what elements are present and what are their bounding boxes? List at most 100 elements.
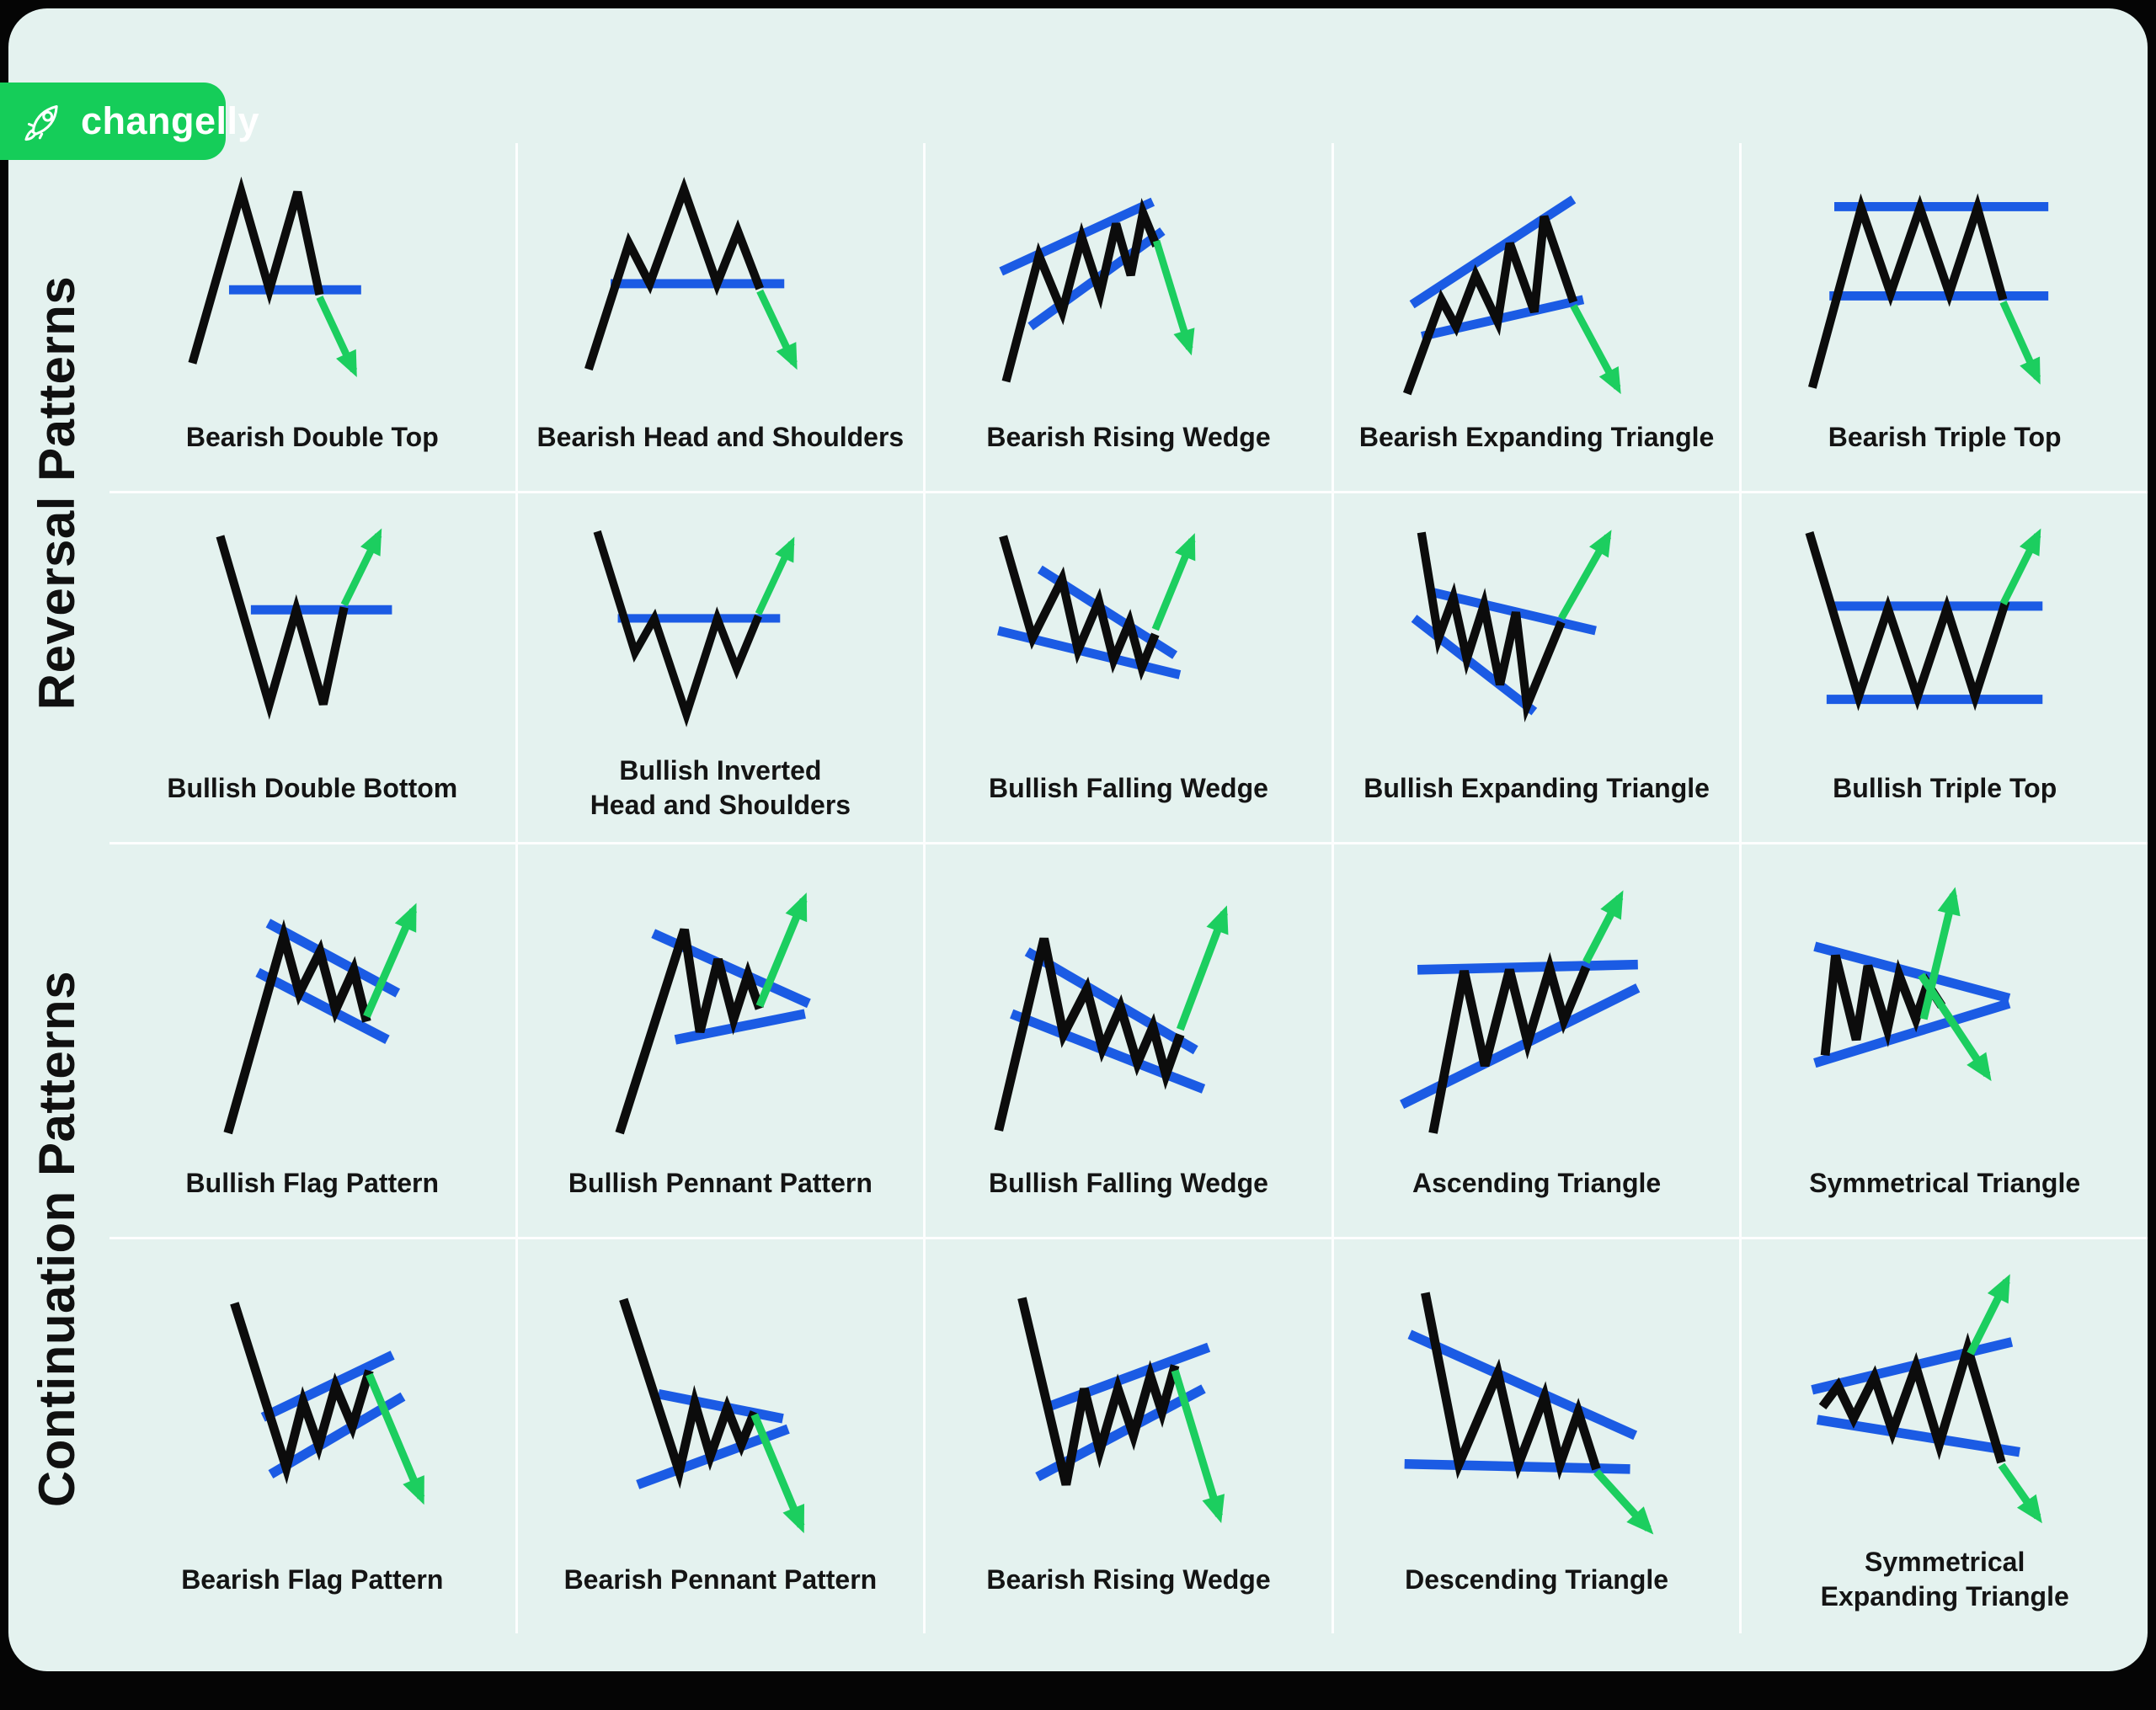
- pattern-label: Bullish Expanding Triangle: [1364, 773, 1710, 803]
- price-line: [1428, 951, 1591, 1134]
- pattern-label: Symmetrical Expanding Triangle: [1820, 1546, 2069, 1612]
- bullish-triple-top-diagram: [1742, 493, 2148, 771]
- bearish-rising-wedge-diagram: [926, 1239, 1331, 1563]
- section-continuation: Continuation Patterns: [5, 844, 109, 1633]
- section-label-continuation: Continuation Patterns: [29, 970, 86, 1508]
- price-line: [188, 176, 324, 365]
- pattern-cell-bullish-inverted-head-and-shoulders: Bullish Inverted Head and Shoulders: [517, 493, 924, 842]
- symmetrical-triangle-diagram: [1742, 844, 2148, 1166]
- changelly-logo: changelly: [0, 83, 259, 160]
- pattern-label: Bearish Flag Pattern: [181, 1564, 444, 1595]
- pattern-label: Descending Triangle: [1405, 1564, 1669, 1595]
- pattern-label: Bearish Triple Top: [1828, 422, 2062, 452]
- lower-trendline: [1813, 999, 2011, 1068]
- pattern-cell-bearish-expanding-triangle: Bearish Expanding Triangle: [1333, 143, 1740, 491]
- pattern-label: Bullish Triple Top: [1833, 773, 2057, 803]
- bearish-head-and-shoulders-diagram: [518, 143, 924, 420]
- price-line: [1821, 954, 1946, 1056]
- ascending-triangle-diagram: [1334, 844, 1740, 1166]
- symmetrical-expanding-triangle-chart: [1811, 1274, 2043, 1524]
- price-line: [593, 530, 762, 727]
- pattern-cell-bullish-triple-top: Bullish Triple Top: [1742, 493, 2148, 842]
- section-label-reversal: Reversal Patterns: [29, 275, 86, 710]
- pattern-label: Bearish Rising Wedge: [986, 1564, 1271, 1595]
- breakout-arrow-up: [755, 892, 808, 1008]
- upper-trendline: [1409, 195, 1577, 309]
- bullish-pennant-chart: [615, 892, 811, 1135]
- pattern-cell-bearish-triple-top: Bearish Triple Top: [1742, 143, 2148, 491]
- upper-trendline: [1025, 947, 1198, 1055]
- price-line: [584, 177, 764, 371]
- bullish-pennant-diagram: [518, 844, 924, 1166]
- breakout-arrow-down: [1153, 240, 1195, 356]
- falling-resistance-trendline: [1407, 1329, 1637, 1441]
- breakout-arrow-down: [1999, 1462, 2043, 1524]
- bearish-triple-top-diagram: [1742, 143, 2148, 420]
- bullish-falling-wedge-chart: [997, 533, 1196, 681]
- bearish-pennant-diagram: [518, 1239, 924, 1563]
- pattern-cell-symmetrical-triangle: Symmetrical Triangle: [1742, 844, 2148, 1237]
- symmetrical-triangle-chart: [1813, 887, 2011, 1082]
- bearish-head-and-shoulders-chart: [584, 177, 798, 371]
- pattern-cell-bearish-pennant: Bearish Pennant Pattern: [517, 1239, 924, 1633]
- breakout-arrow-down: [1593, 1468, 1654, 1535]
- breakout-arrow-down: [1570, 304, 1621, 395]
- pattern-label: Bullish Double Bottom: [167, 773, 458, 803]
- lower-trendline: [1010, 1009, 1206, 1094]
- price-line: [230, 1302, 374, 1484]
- pattern-label: Bullish Falling Wedge: [989, 773, 1268, 803]
- bullish-expanding-triangle-diagram: [1334, 493, 1740, 771]
- bearish-rising-wedge-chart: [999, 197, 1195, 383]
- bullish-double-bottom-chart: [216, 528, 392, 721]
- bearish-triple-top-chart: [1808, 193, 2049, 390]
- pattern-label: Bearish Rising Wedge: [986, 422, 1271, 452]
- upper-trendline: [1813, 941, 2011, 1004]
- pattern-label: Bullish Falling Wedge: [989, 1168, 1268, 1198]
- breakout-arrow-up: [1582, 890, 1624, 964]
- price-line: [1808, 193, 2008, 390]
- pattern-label: Symmetrical Triangle: [1809, 1168, 2081, 1198]
- breakout-arrow-up: [2000, 528, 2041, 606]
- upper-trendline: [999, 197, 1155, 276]
- bullish-falling-wedge-diagram: [926, 844, 1331, 1166]
- pattern-label: Bullish Pennant Pattern: [568, 1168, 873, 1198]
- pattern-cell-bearish-flag: Bearish Flag Pattern: [109, 1239, 515, 1633]
- lower-trendline: [1817, 1414, 2021, 1457]
- bullish-expanding-triangle-chart: [1411, 530, 1612, 723]
- pattern-cell-bullish-expanding-triangle: Bullish Expanding Triangle: [1333, 493, 1740, 842]
- bearish-rising-wedge-diagram: [926, 143, 1331, 420]
- bearish-double-top-diagram: [109, 143, 515, 420]
- pattern-label: Bullish Inverted Head and Shoulders: [590, 754, 851, 821]
- breakout-arrow-up: [1967, 1274, 2011, 1356]
- pattern-cell-bearish-head-and-shoulders: Bearish Head and Shoulders: [517, 143, 924, 491]
- ascending-triangle-chart: [1399, 890, 1641, 1134]
- price-line: [1402, 215, 1577, 396]
- upper-trendline: [260, 1350, 395, 1422]
- bullish-double-bottom-diagram: [109, 493, 515, 771]
- pattern-cell-bullish-double-bottom: Bullish Double Bottom: [109, 493, 515, 842]
- price-line: [1417, 531, 1566, 723]
- price-line: [1420, 1292, 1601, 1481]
- breakout-arrow-up: [340, 528, 382, 607]
- breakout-arrow-up: [1152, 533, 1196, 631]
- price-line: [999, 535, 1160, 681]
- bearish-flag-diagram: [109, 1239, 515, 1563]
- price-line: [1017, 1297, 1180, 1486]
- pattern-label: Bearish Expanding Triangle: [1358, 422, 1715, 452]
- lower-trendline: [674, 1009, 806, 1045]
- rocket-icon: [24, 104, 58, 141]
- pattern-cell-bearish-rising-wedge-continuation: Bearish Rising Wedge: [926, 1239, 1331, 1633]
- pattern-cell-bearish-double-top: Bearish Double Top: [109, 143, 515, 491]
- price-line: [994, 937, 1185, 1132]
- breakout-arrow-down: [316, 296, 358, 378]
- pattern-cell-bullish-flag: Bullish Flag Pattern: [109, 844, 515, 1237]
- price-line: [223, 919, 371, 1135]
- bearish-expanding-triangle-diagram: [1334, 143, 1740, 420]
- price-line: [1819, 1332, 2007, 1464]
- upper-trendline: [657, 1388, 784, 1424]
- breakout-arrow-down: [755, 290, 798, 370]
- resistance-trendline: [1417, 959, 1638, 975]
- pattern-cell-descending-triangle: Descending Triangle: [1333, 1239, 1740, 1633]
- price-line: [216, 535, 349, 721]
- logo-wordmark: changelly: [81, 99, 260, 142]
